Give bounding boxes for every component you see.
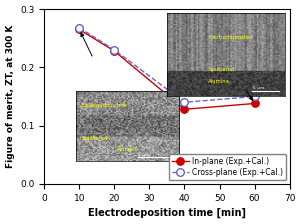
Line: In-plane (Exp.+Cal.): In-plane (Exp.+Cal.) (76, 26, 259, 113)
In-plane (Exp.+Cal.) (77, 28, 81, 31)
In-plane (Exp.+Cal.) (253, 102, 256, 105)
In-plane (Exp.+Cal.) (183, 108, 186, 111)
Y-axis label: Figure of merit, ZT, at 300 K: Figure of merit, ZT, at 300 K (5, 25, 14, 168)
X-axis label: Electrodeposition time [min]: Electrodeposition time [min] (88, 208, 246, 218)
Cross-plane (Exp.+Cal.) (113, 49, 116, 51)
Cross-plane (Exp.+Cal.) (253, 95, 256, 98)
Line: Cross-plane (Exp.+Cal.): Cross-plane (Exp.+Cal.) (76, 24, 259, 106)
Cross-plane (Exp.+Cal.) (183, 101, 186, 104)
Legend: In-plane (Exp.+Cal.), Cross-plane (Exp.+Cal.): In-plane (Exp.+Cal.), Cross-plane (Exp.+… (169, 154, 286, 180)
In-plane (Exp.+Cal.) (113, 50, 116, 52)
Cross-plane (Exp.+Cal.) (77, 26, 81, 29)
